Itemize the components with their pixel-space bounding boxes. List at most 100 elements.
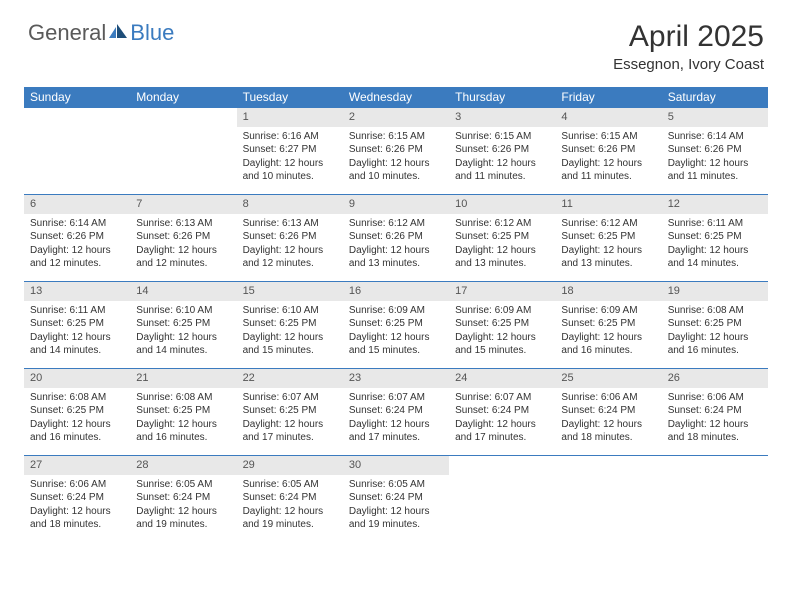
calendar-day (130, 108, 236, 194)
day-body: Sunrise: 6:16 AMSunset: 6:27 PMDaylight:… (237, 127, 343, 188)
day-body: Sunrise: 6:09 AMSunset: 6:25 PMDaylight:… (555, 301, 661, 362)
calendar-week: 20Sunrise: 6:08 AMSunset: 6:25 PMDayligh… (24, 369, 768, 456)
calendar-day: 22Sunrise: 6:07 AMSunset: 6:25 PMDayligh… (237, 369, 343, 455)
daylight-text: Daylight: 12 hours and 19 minutes. (136, 505, 230, 532)
day-header: Wednesday (343, 87, 449, 108)
sunset-text: Sunset: 6:25 PM (30, 317, 124, 331)
calendar-day: 7Sunrise: 6:13 AMSunset: 6:26 PMDaylight… (130, 195, 236, 281)
calendar-day (555, 456, 661, 542)
daylight-text: Daylight: 12 hours and 14 minutes. (136, 331, 230, 358)
day-header: Friday (555, 87, 661, 108)
day-body: Sunrise: 6:12 AMSunset: 6:26 PMDaylight:… (343, 214, 449, 275)
calendar-day (449, 456, 555, 542)
calendar-day: 17Sunrise: 6:09 AMSunset: 6:25 PMDayligh… (449, 282, 555, 368)
calendar-day: 19Sunrise: 6:08 AMSunset: 6:25 PMDayligh… (662, 282, 768, 368)
day-number: 19 (662, 282, 768, 301)
sunset-text: Sunset: 6:24 PM (30, 491, 124, 505)
logo-sail-icon (109, 24, 127, 38)
day-number: 22 (237, 369, 343, 388)
calendar-day: 11Sunrise: 6:12 AMSunset: 6:25 PMDayligh… (555, 195, 661, 281)
sunrise-text: Sunrise: 6:14 AM (668, 130, 762, 144)
calendar-week: 1Sunrise: 6:16 AMSunset: 6:27 PMDaylight… (24, 108, 768, 195)
day-body: Sunrise: 6:10 AMSunset: 6:25 PMDaylight:… (237, 301, 343, 362)
calendar-week: 13Sunrise: 6:11 AMSunset: 6:25 PMDayligh… (24, 282, 768, 369)
calendar-week: 27Sunrise: 6:06 AMSunset: 6:24 PMDayligh… (24, 456, 768, 542)
calendar-header-row: Sunday Monday Tuesday Wednesday Thursday… (24, 87, 768, 108)
calendar-day: 21Sunrise: 6:08 AMSunset: 6:25 PMDayligh… (130, 369, 236, 455)
sunset-text: Sunset: 6:25 PM (243, 404, 337, 418)
day-body: Sunrise: 6:06 AMSunset: 6:24 PMDaylight:… (555, 388, 661, 449)
sunrise-text: Sunrise: 6:13 AM (243, 217, 337, 231)
sunset-text: Sunset: 6:26 PM (349, 230, 443, 244)
calendar-day: 29Sunrise: 6:05 AMSunset: 6:24 PMDayligh… (237, 456, 343, 542)
day-header: Monday (130, 87, 236, 108)
day-number: 18 (555, 282, 661, 301)
sunset-text: Sunset: 6:26 PM (561, 143, 655, 157)
logo: General Blue (28, 20, 174, 46)
daylight-text: Daylight: 12 hours and 12 minutes. (243, 244, 337, 271)
daylight-text: Daylight: 12 hours and 15 minutes. (243, 331, 337, 358)
calendar-day: 8 Sunrise: 6:13 AMSunset: 6:26 PMDaylight… (237, 195, 343, 281)
daylight-text: Daylight: 12 hours and 19 minutes. (349, 505, 443, 532)
sunrise-text: Sunrise: 6:12 AM (455, 217, 549, 231)
day-body: Sunrise: 6:12 AMSunset: 6:25 PMDaylight:… (449, 214, 555, 275)
sunset-text: Sunset: 6:26 PM (30, 230, 124, 244)
weeks-container: 1Sunrise: 6:16 AMSunset: 6:27 PMDaylight… (24, 108, 768, 542)
daylight-text: Daylight: 12 hours and 15 minutes. (455, 331, 549, 358)
daylight-text: Daylight: 12 hours and 14 minutes. (30, 331, 124, 358)
daylight-text: Daylight: 12 hours and 12 minutes. (136, 244, 230, 271)
sunset-text: Sunset: 6:25 PM (561, 317, 655, 331)
sunset-text: Sunset: 6:25 PM (455, 230, 549, 244)
day-body: Sunrise: 6:08 AMSunset: 6:25 PMDaylight:… (662, 301, 768, 362)
day-number: 29 (237, 456, 343, 475)
sunrise-text: Sunrise: 6:09 AM (455, 304, 549, 318)
day-number: 17 (449, 282, 555, 301)
sunrise-text: Sunrise: 6:05 AM (349, 478, 443, 492)
calendar-day: 13Sunrise: 6:11 AMSunset: 6:25 PMDayligh… (24, 282, 130, 368)
day-body: Sunrise: 6:07 AMSunset: 6:24 PMDaylight:… (343, 388, 449, 449)
sunset-text: Sunset: 6:26 PM (668, 143, 762, 157)
day-header: Saturday (662, 87, 768, 108)
sunset-text: Sunset: 6:27 PM (243, 143, 337, 157)
sunrise-text: Sunrise: 6:15 AM (349, 130, 443, 144)
day-header: Thursday (449, 87, 555, 108)
daylight-text: Daylight: 12 hours and 10 minutes. (349, 157, 443, 184)
sunset-text: Sunset: 6:25 PM (136, 404, 230, 418)
day-body: Sunrise: 6:12 AMSunset: 6:25 PMDaylight:… (555, 214, 661, 275)
day-body: Sunrise: 6:13 AMSunset: 6:26 PMDaylight:… (130, 214, 236, 275)
calendar-day: 14Sunrise: 6:10 AMSunset: 6:25 PMDayligh… (130, 282, 236, 368)
sunset-text: Sunset: 6:25 PM (349, 317, 443, 331)
day-body: Sunrise: 6:10 AMSunset: 6:25 PMDaylight:… (130, 301, 236, 362)
day-number: 21 (130, 369, 236, 388)
sunrise-text: Sunrise: 6:10 AM (243, 304, 337, 318)
day-number: 8 (237, 195, 343, 214)
month-title: April 2025 (613, 20, 764, 54)
day-body: Sunrise: 6:11 AMSunset: 6:25 PMDaylight:… (662, 214, 768, 275)
day-body: Sunrise: 6:09 AMSunset: 6:25 PMDaylight:… (449, 301, 555, 362)
calendar: Sunday Monday Tuesday Wednesday Thursday… (24, 87, 768, 542)
sunrise-text: Sunrise: 6:06 AM (30, 478, 124, 492)
logo-text-blue: Blue (130, 20, 174, 46)
day-body: Sunrise: 6:14 AMSunset: 6:26 PMDaylight:… (662, 127, 768, 188)
day-body: Sunrise: 6:08 AMSunset: 6:25 PMDaylight:… (24, 388, 130, 449)
day-body: Sunrise: 6:15 AMSunset: 6:26 PMDaylight:… (343, 127, 449, 188)
daylight-text: Daylight: 12 hours and 14 minutes. (668, 244, 762, 271)
calendar-day: 27Sunrise: 6:06 AMSunset: 6:24 PMDayligh… (24, 456, 130, 542)
day-number: 14 (130, 282, 236, 301)
sunset-text: Sunset: 6:26 PM (243, 230, 337, 244)
sunrise-text: Sunrise: 6:07 AM (349, 391, 443, 405)
day-number: 10 (449, 195, 555, 214)
sunrise-text: Sunrise: 6:13 AM (136, 217, 230, 231)
day-number: 23 (343, 369, 449, 388)
day-body: Sunrise: 6:06 AMSunset: 6:24 PMDaylight:… (662, 388, 768, 449)
sunset-text: Sunset: 6:26 PM (136, 230, 230, 244)
sunrise-text: Sunrise: 6:10 AM (136, 304, 230, 318)
daylight-text: Daylight: 12 hours and 18 minutes. (30, 505, 124, 532)
calendar-day: 26Sunrise: 6:06 AMSunset: 6:24 PMDayligh… (662, 369, 768, 455)
daylight-text: Daylight: 12 hours and 18 minutes. (561, 418, 655, 445)
calendar-day (24, 108, 130, 194)
sunrise-text: Sunrise: 6:11 AM (30, 304, 124, 318)
sunrise-text: Sunrise: 6:08 AM (136, 391, 230, 405)
calendar-day: 5Sunrise: 6:14 AMSunset: 6:26 PMDaylight… (662, 108, 768, 194)
logo-text-general: General (28, 20, 106, 46)
